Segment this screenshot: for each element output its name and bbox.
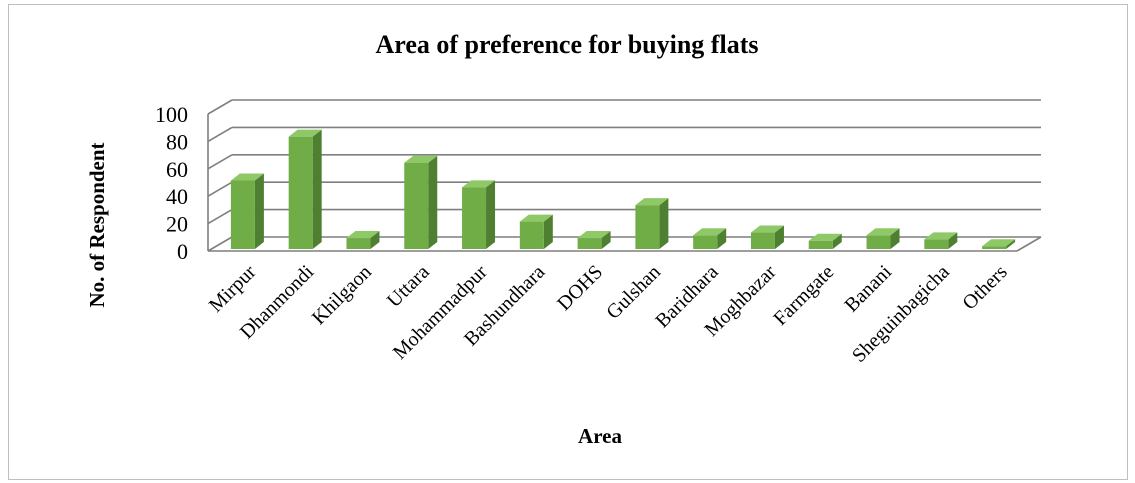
bar-mohammadpur xyxy=(462,180,496,249)
bar-top xyxy=(866,228,900,236)
bar-side xyxy=(948,232,958,249)
bar-top xyxy=(288,129,322,137)
bar-others xyxy=(982,239,1016,249)
bar-front xyxy=(519,221,544,249)
bar-top xyxy=(230,173,264,181)
bar-front xyxy=(750,232,775,249)
bar-moghbazar xyxy=(750,225,784,249)
bar-side xyxy=(312,129,322,249)
bar-baridhara xyxy=(693,228,727,249)
chart-title: Area of preference for buying flats xyxy=(376,30,759,59)
bar-front xyxy=(693,235,718,249)
bar-farmgate xyxy=(808,233,842,249)
x-category-label: Khilgaon xyxy=(308,261,376,329)
bar-side xyxy=(659,198,669,249)
bar-dohs xyxy=(577,231,611,249)
bar-top xyxy=(924,232,958,240)
bar-front xyxy=(808,240,833,249)
x-category-label: DOHS xyxy=(553,261,607,315)
bar-mirpur xyxy=(230,173,264,249)
bar-side xyxy=(1006,239,1016,249)
x-category-label: Banani xyxy=(840,261,896,317)
bar-banani xyxy=(866,228,900,249)
bar-front xyxy=(230,180,255,249)
bar-sheguinbagicha xyxy=(924,232,958,249)
bar-front xyxy=(462,187,487,249)
bar-top xyxy=(462,180,496,188)
bar-front xyxy=(404,162,429,249)
bar-side xyxy=(774,225,784,249)
bar-bashundhara xyxy=(519,214,553,249)
bar-top xyxy=(404,155,438,163)
bar-side xyxy=(717,228,727,249)
bar-side xyxy=(370,231,380,249)
bar-gulshan xyxy=(635,198,669,249)
x-category-label: Others xyxy=(958,261,1011,314)
y-tick-label: 40 xyxy=(166,184,188,209)
bar-front xyxy=(635,205,660,249)
bar-front xyxy=(924,239,949,249)
bar-side xyxy=(601,231,611,249)
bar-side xyxy=(486,180,496,249)
bar-uttara xyxy=(404,155,438,249)
bar-side xyxy=(254,173,264,249)
bar-front xyxy=(577,238,602,249)
bar-top xyxy=(982,239,1016,247)
y-tick-label: 100 xyxy=(155,102,188,127)
x-category-label: Uttara xyxy=(383,261,434,312)
x-category-label: Mirpur xyxy=(205,261,261,317)
bar-front xyxy=(982,246,1007,249)
bar-front xyxy=(866,235,891,249)
bar-top xyxy=(750,225,784,233)
bar-side xyxy=(428,155,438,249)
bar-front xyxy=(288,136,313,249)
y-tick-label: 60 xyxy=(166,157,188,182)
bar-top xyxy=(635,198,669,206)
bar-top xyxy=(808,233,842,241)
bar-top xyxy=(519,214,553,222)
bar-top xyxy=(346,231,380,239)
bar-dhanmondi xyxy=(288,129,322,249)
y-tick-label: 20 xyxy=(166,212,188,237)
bar-top xyxy=(693,228,727,236)
bar-side xyxy=(543,214,553,249)
y-tick-label: 80 xyxy=(166,129,188,154)
y-axis-title: No. of Respondent xyxy=(85,142,109,307)
bar-side xyxy=(832,233,842,249)
y-tick-label: 0 xyxy=(177,239,188,264)
bar-front xyxy=(346,238,371,249)
bar-khilgaon xyxy=(346,231,380,249)
gridlines xyxy=(207,99,1042,252)
bars xyxy=(230,129,1016,249)
bar-side xyxy=(890,228,900,249)
x-axis-title: Area xyxy=(578,424,622,448)
bar-top xyxy=(577,231,611,239)
x-category-label: Farmgate xyxy=(769,261,838,330)
